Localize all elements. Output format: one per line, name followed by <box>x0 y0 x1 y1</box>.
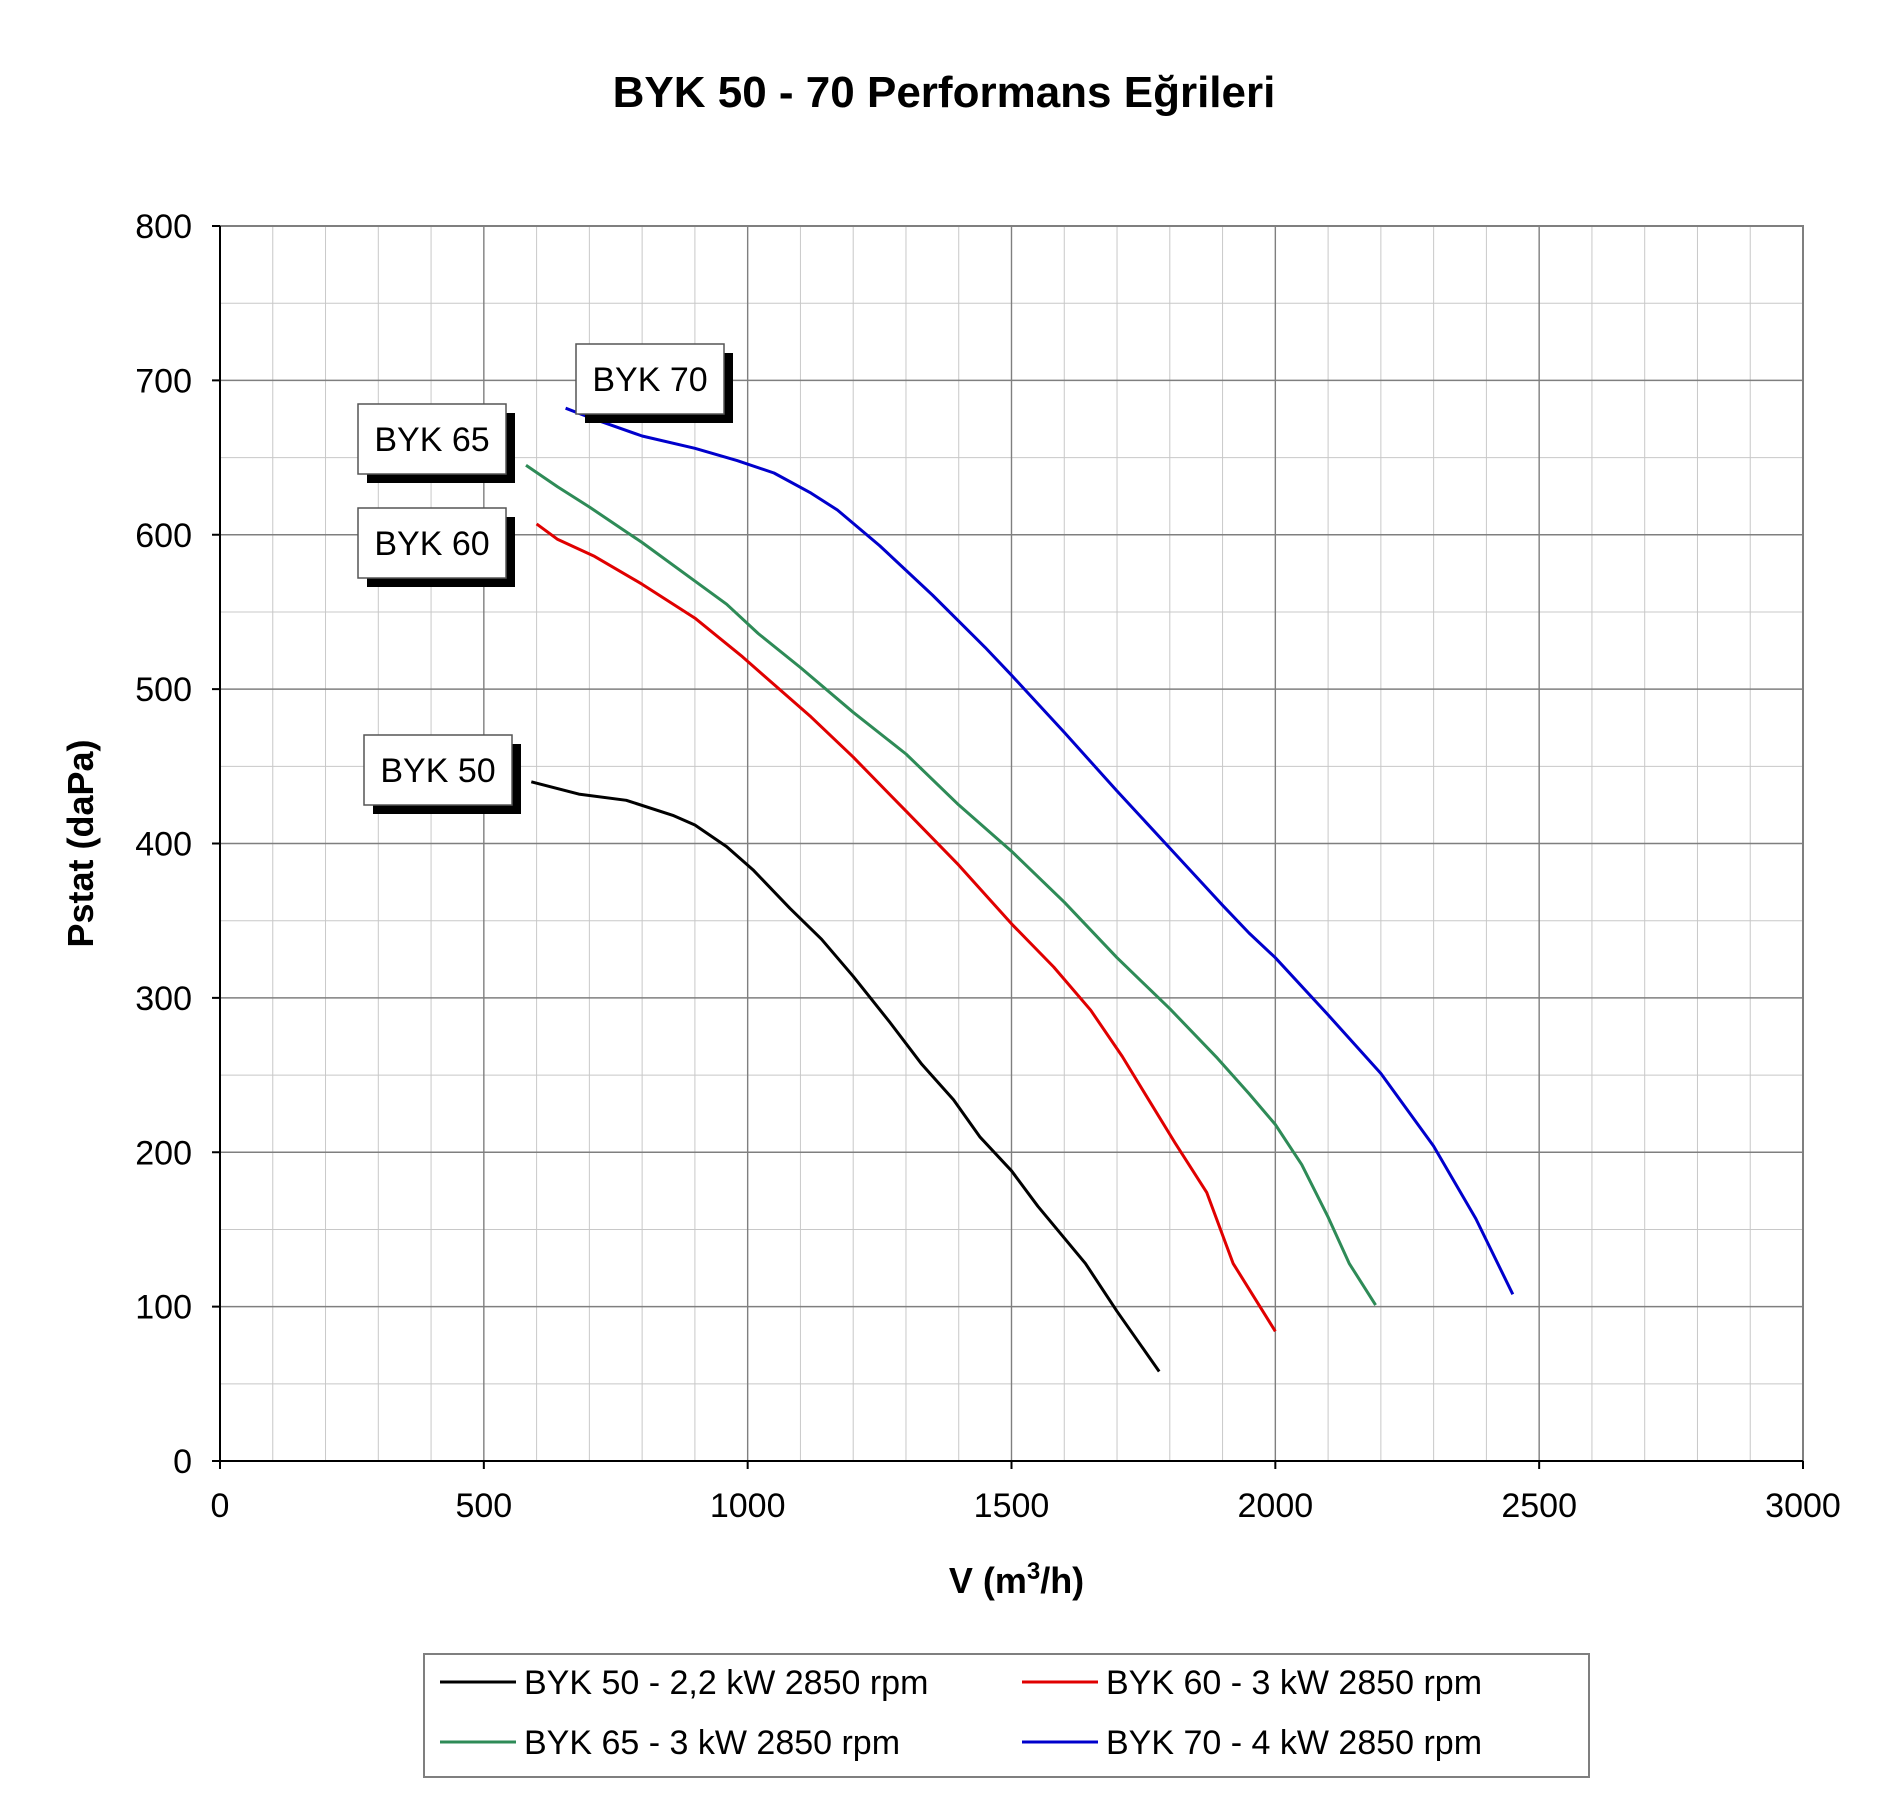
y-tick-label: 100 <box>135 1289 192 1327</box>
series-callouts: BYK 50 BYK 60 BYK 65 BYK 70 <box>357 343 733 814</box>
y-axis-ticks: 0 100 200 300 400 500 600 700 800 <box>135 208 220 1481</box>
series-callout: BYK 65 <box>357 403 515 483</box>
y-tick-label: 700 <box>135 362 192 400</box>
x-tick-label: 500 <box>455 1487 512 1525</box>
series-line <box>525 464 1377 1306</box>
series-callout: BYK 70 <box>575 343 733 423</box>
y-tick-label: 500 <box>135 671 192 709</box>
legend-label: BYK 65 - 3 kW 2850 rpm <box>524 1724 900 1762</box>
legend-box <box>423 1653 1590 1778</box>
legend-label: BYK 50 - 2,2 kW 2850 rpm <box>524 1664 928 1702</box>
series-callout: BYK 50 <box>363 734 521 814</box>
y-tick-label: 600 <box>135 517 192 555</box>
legend-label: BYK 60 - 3 kW 2850 rpm <box>1106 1664 1482 1702</box>
y-tick-label: 0 <box>173 1443 192 1481</box>
series-callout: BYK 60 <box>357 507 515 587</box>
legend-entry: BYK 70 - 4 kW 2850 rpm <box>1022 1724 1482 1762</box>
series-lines <box>525 406 1515 1373</box>
callout-label: BYK 70 <box>592 361 707 399</box>
x-axis-title-superscript: 3 <box>1027 1558 1040 1585</box>
y-axis-title: Pstat (daPa) <box>60 739 101 947</box>
x-axis-title-tail: /h) <box>1040 1560 1084 1601</box>
x-tick-label: 2000 <box>1238 1487 1314 1525</box>
callout-box <box>575 343 725 415</box>
x-axis-title-main: V (m <box>949 1560 1027 1601</box>
y-tick-label: 400 <box>135 826 192 864</box>
legend-label: BYK 70 - 4 kW 2850 rpm <box>1106 1724 1482 1762</box>
series-line <box>530 780 1161 1373</box>
x-axis-ticks: 0 500 1000 1500 2000 2500 3000 <box>211 1461 1841 1525</box>
legend-entry: BYK 65 - 3 kW 2850 rpm <box>440 1724 900 1762</box>
callout-box <box>357 507 507 579</box>
x-tick-label: 3000 <box>1765 1487 1841 1525</box>
y-tick-label: 200 <box>135 1134 192 1172</box>
series-line <box>535 522 1277 1333</box>
legend-entry: BYK 60 - 3 kW 2850 rpm <box>1022 1664 1482 1702</box>
series-line <box>565 406 1515 1295</box>
x-axis-title: V (m3/h) <box>949 1558 1084 1601</box>
chart-title: BYK 50 - 70 Performans Eğrileri <box>613 68 1276 117</box>
legend: BYK 50 - 2,2 kW 2850 rpm BYK 60 - 3 kW 28… <box>423 1653 1590 1778</box>
legend-entry: BYK 50 - 2,2 kW 2850 rpm <box>440 1664 928 1702</box>
callout-box <box>363 734 513 806</box>
y-tick-label: 800 <box>135 208 192 246</box>
x-tick-label: 2500 <box>1501 1487 1577 1525</box>
x-tick-label: 0 <box>211 1487 230 1525</box>
x-tick-label: 1000 <box>710 1487 786 1525</box>
callout-label: BYK 50 <box>380 752 495 790</box>
callout-label: BYK 65 <box>374 421 489 459</box>
callout-box <box>357 403 507 475</box>
callout-label: BYK 60 <box>374 525 489 563</box>
y-tick-label: 300 <box>135 980 192 1018</box>
x-tick-label: 1500 <box>974 1487 1050 1525</box>
